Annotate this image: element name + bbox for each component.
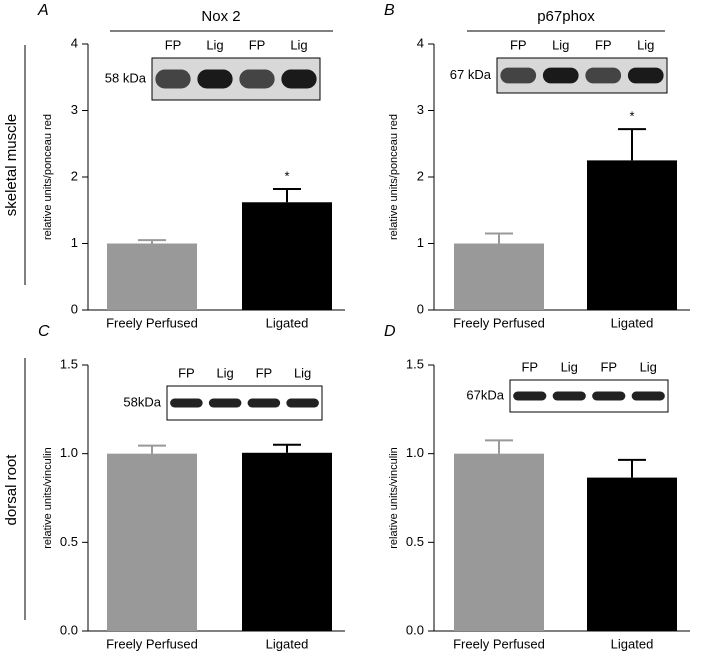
y-tick-label: 1.5 xyxy=(406,356,424,371)
y-tick-label: 4 xyxy=(417,35,424,50)
x-tick-label: Freely Perfused xyxy=(453,315,545,330)
bar xyxy=(587,477,677,631)
blot-band xyxy=(208,398,242,408)
blot-band xyxy=(513,391,547,401)
blot-marker: 58 kDa xyxy=(105,70,147,85)
panel-letter: D xyxy=(384,323,396,340)
y-tick-label: 0 xyxy=(71,301,78,316)
bar xyxy=(454,453,544,631)
lane-label: Lig xyxy=(561,359,578,374)
blot-band xyxy=(631,391,665,401)
y-axis-label: relative units/vinculin xyxy=(388,447,400,549)
blot-band xyxy=(585,67,622,84)
blot-marker: 58kDa xyxy=(123,394,161,409)
x-tick-label: Ligated xyxy=(266,315,309,330)
panel-letter: C xyxy=(38,323,50,340)
chart-title: p67phox xyxy=(537,8,595,25)
y-tick-label: 2 xyxy=(71,168,78,183)
bar xyxy=(587,160,677,310)
blot-band xyxy=(155,69,191,89)
y-tick-label: 1 xyxy=(417,235,424,250)
lane-label: FP xyxy=(510,37,527,52)
panel-letter: B xyxy=(384,2,395,19)
lane-label: Lig xyxy=(206,37,223,52)
lane-label: FP xyxy=(600,359,617,374)
chart-title: Nox 2 xyxy=(201,8,240,25)
lane-label: FP xyxy=(178,365,195,380)
lane-label: Lig xyxy=(216,365,233,380)
lane-label: Lig xyxy=(552,37,569,52)
lane-label: FP xyxy=(256,365,273,380)
blot-band xyxy=(552,391,586,401)
x-tick-label: Freely Perfused xyxy=(453,636,545,651)
x-tick-label: Ligated xyxy=(611,315,654,330)
y-tick-label: 0.5 xyxy=(60,534,78,549)
y-tick-label: 0.5 xyxy=(406,534,424,549)
lane-label: FP xyxy=(521,359,538,374)
blot-band xyxy=(170,398,203,408)
bar xyxy=(454,243,544,310)
lane-label: Lig xyxy=(640,359,657,374)
y-axis-label: relative units/ponceau red xyxy=(388,114,400,240)
y-tick-label: 0 xyxy=(417,301,424,316)
x-tick-label: Ligated xyxy=(266,636,309,651)
lane-label: Lig xyxy=(637,37,654,52)
bar xyxy=(107,243,197,310)
y-tick-label: 2 xyxy=(417,168,424,183)
lane-label: FP xyxy=(165,37,182,52)
significance-label: * xyxy=(284,168,289,183)
y-tick-label: 3 xyxy=(71,102,78,117)
y-tick-label: 1 xyxy=(71,235,78,250)
x-tick-label: Freely Perfused xyxy=(106,636,198,651)
y-tick-label: 4 xyxy=(71,35,78,50)
lane-label: FP xyxy=(249,37,266,52)
blot-band xyxy=(627,67,664,84)
bar xyxy=(107,453,197,631)
lane-label: Lig xyxy=(294,365,311,380)
y-axis-label: relative units/vinculin xyxy=(42,447,54,549)
lane-label: FP xyxy=(595,37,612,52)
blot-marker: 67kDa xyxy=(466,387,504,402)
x-tick-label: Ligated xyxy=(611,636,654,651)
blot-band xyxy=(500,67,537,84)
blot-band xyxy=(286,398,319,408)
bar xyxy=(242,202,332,310)
y-tick-label: 1.0 xyxy=(406,445,424,460)
lane-label: Lig xyxy=(290,37,307,52)
blot-band xyxy=(197,69,233,89)
y-axis-label: relative units/ponceau red xyxy=(42,114,54,240)
y-tick-label: 1.5 xyxy=(60,356,78,371)
blot-band xyxy=(281,69,317,89)
y-tick-label: 3 xyxy=(417,102,424,117)
blot-band xyxy=(592,391,626,401)
significance-label: * xyxy=(629,109,634,124)
y-tick-label: 0.0 xyxy=(60,622,78,637)
panel-letter: A xyxy=(37,2,49,19)
y-tick-label: 0.0 xyxy=(406,622,424,637)
blot-band xyxy=(247,398,281,408)
blot-band xyxy=(542,67,579,84)
row-label: skeletal muscle xyxy=(3,114,20,217)
x-tick-label: Freely Perfused xyxy=(106,315,198,330)
blot-marker: 67 kDa xyxy=(450,67,492,82)
bar xyxy=(242,452,332,631)
blot-band xyxy=(239,69,275,89)
y-tick-label: 1.0 xyxy=(60,445,78,460)
row-label: dorsal root xyxy=(3,454,20,526)
